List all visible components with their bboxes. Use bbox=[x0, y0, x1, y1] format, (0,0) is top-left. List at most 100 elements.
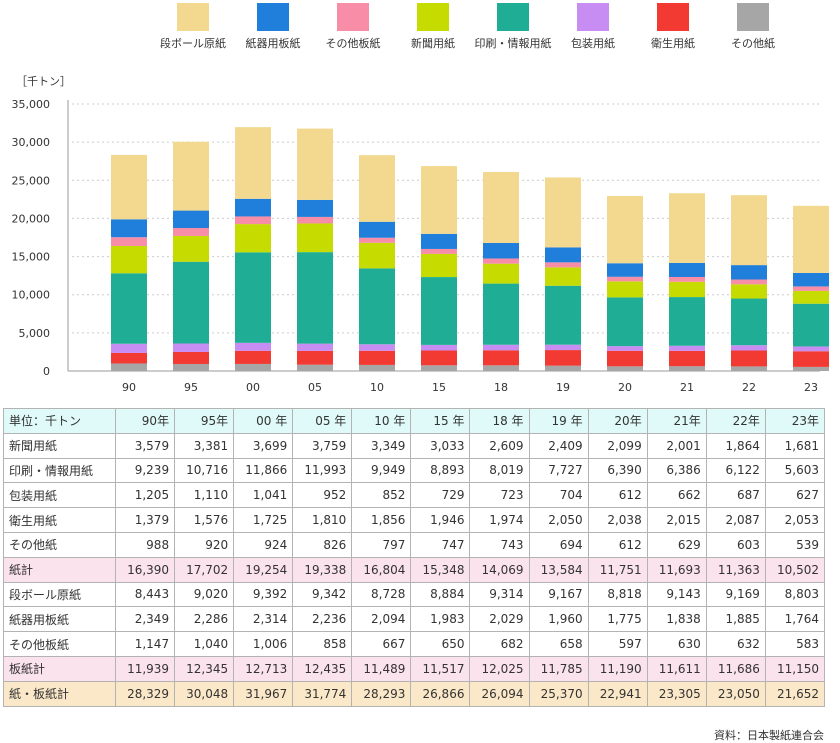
table-cell: 629 bbox=[646, 531, 707, 558]
table-cell: 597 bbox=[587, 631, 648, 657]
table-row: 新聞用紙 3,579 3,381 3,699 3,759 3,349 3,033 2,609 2… bbox=[3, 432, 826, 459]
table-cell: 9,020 bbox=[174, 581, 235, 608]
table-cell: 25,370 bbox=[528, 680, 589, 707]
bar-segment bbox=[421, 248, 457, 254]
table-cell: 11,785 bbox=[528, 655, 589, 682]
table-cell: 23,050 bbox=[705, 680, 766, 707]
table-cell: 9,239 bbox=[114, 457, 176, 484]
table-cell: 8,893 bbox=[410, 457, 471, 484]
bar-segment bbox=[731, 279, 767, 285]
table-header-row: 単位：千トン 90年 95年 00 年 05 年 10 年 15 年 18 年 19 年 20年 2… bbox=[3, 408, 826, 434]
bar-segment bbox=[421, 365, 457, 371]
table-cell: 9,169 bbox=[705, 581, 766, 608]
table-cell: 1,838 bbox=[646, 606, 707, 633]
bar-segment bbox=[359, 221, 395, 238]
x-tick-label: 22 bbox=[742, 381, 756, 394]
table-cell: 10,716 bbox=[174, 457, 235, 484]
legend-swatch bbox=[657, 3, 689, 31]
bar-segment bbox=[607, 195, 643, 264]
table-cell: 2,286 bbox=[174, 606, 235, 633]
table-cell: 2,409 bbox=[528, 432, 589, 459]
x-tick-label: 00 bbox=[246, 381, 260, 394]
legend-swatch bbox=[497, 3, 529, 31]
bar-segment bbox=[545, 344, 581, 351]
y-tick-label: 30,000 bbox=[12, 136, 51, 149]
table-cell: 11,190 bbox=[587, 655, 648, 682]
table-cell: 583 bbox=[764, 631, 826, 657]
table-cell: 2,609 bbox=[469, 432, 530, 459]
bar-segment bbox=[297, 364, 333, 371]
table-cell: 630 bbox=[646, 631, 707, 657]
y-tick-label: 5,000 bbox=[19, 327, 51, 340]
bar-segment bbox=[235, 127, 271, 199]
table-cell: 1,681 bbox=[764, 432, 826, 459]
bar-segment bbox=[731, 350, 767, 367]
bar-segment bbox=[483, 283, 519, 345]
table-cell: 19,254 bbox=[233, 556, 294, 583]
data-table: 単位：千トン 90年 95年 00 年 05 年 10 年 15 年 18 年 19 年 20年 2… bbox=[3, 408, 826, 707]
table-cell: 3,699 bbox=[233, 432, 294, 459]
row-label: 紙・板紙計 bbox=[3, 680, 116, 707]
table-cell: 11,993 bbox=[292, 457, 353, 484]
table-cell: 6,390 bbox=[587, 457, 648, 484]
table-cell: 16,804 bbox=[351, 556, 412, 583]
table-row: 紙・板紙計 28,329 30,048 31,967 31,774 28,293 26,86… bbox=[3, 680, 826, 707]
table-cell: 2,349 bbox=[114, 606, 176, 633]
table-cell: 28,329 bbox=[114, 680, 176, 707]
table-cell: 7,727 bbox=[528, 457, 589, 484]
table-cell: 920 bbox=[174, 531, 235, 558]
column-header: 00 年 bbox=[233, 408, 294, 434]
table-cell: 11,693 bbox=[646, 556, 707, 583]
bar-segment bbox=[173, 210, 209, 229]
bar-segment bbox=[173, 343, 209, 352]
table-cell: 14,069 bbox=[469, 556, 530, 583]
table-cell: 8,443 bbox=[114, 581, 176, 608]
table-cell: 8,803 bbox=[764, 581, 826, 608]
table-cell: 26,094 bbox=[469, 680, 530, 707]
x-tick-label: 20 bbox=[618, 381, 632, 394]
column-header: 18 年 bbox=[469, 408, 530, 434]
table-cell: 8,884 bbox=[410, 581, 471, 608]
table-unit-label: 単位：千トン bbox=[3, 408, 116, 434]
bar-segment bbox=[669, 276, 705, 282]
table-cell: 11,939 bbox=[114, 655, 176, 682]
table-cell: 682 bbox=[469, 631, 530, 657]
legend-swatch bbox=[337, 3, 369, 31]
bar-segment bbox=[793, 303, 829, 347]
table-cell: 662 bbox=[646, 482, 707, 509]
table-cell: 826 bbox=[292, 531, 353, 558]
bar-segment bbox=[545, 365, 581, 371]
table-row: 包装用紙 1,205 1,110 1,041 952 852 729 723 704 612 662… bbox=[3, 482, 826, 509]
bar-segment bbox=[111, 363, 147, 371]
table-cell: 8,728 bbox=[351, 581, 412, 608]
bar-segment bbox=[421, 277, 457, 345]
table-cell: 11,751 bbox=[587, 556, 648, 583]
bar-segment bbox=[111, 154, 147, 220]
table-cell: 1,006 bbox=[233, 631, 294, 657]
table-row: 紙計 16,390 17,702 19,254 19,338 16,804 15,348 14… bbox=[3, 556, 826, 583]
bar-segment bbox=[483, 263, 519, 284]
table-cell: 9,342 bbox=[292, 581, 353, 608]
table-cell: 603 bbox=[705, 531, 766, 558]
legend-label: その他板紙 bbox=[326, 36, 381, 50]
table-cell: 9,143 bbox=[646, 581, 707, 608]
table-cell: 687 bbox=[705, 482, 766, 509]
column-header: 20年 bbox=[587, 408, 648, 434]
x-tick-label: 21 bbox=[680, 381, 694, 394]
column-header: 05 年 bbox=[292, 408, 353, 434]
bar-segment bbox=[669, 350, 705, 367]
bar-segment bbox=[359, 364, 395, 371]
table-cell: 8,019 bbox=[469, 457, 530, 484]
legend-label: その他紙 bbox=[731, 36, 775, 50]
bar-segment bbox=[235, 252, 271, 343]
table-cell: 858 bbox=[292, 631, 353, 657]
table-cell: 2,029 bbox=[469, 606, 530, 633]
table-cell: 1,983 bbox=[410, 606, 471, 633]
bar-segment bbox=[297, 343, 333, 351]
bar-segment bbox=[669, 281, 705, 298]
column-header: 90年 bbox=[114, 408, 176, 434]
table-cell: 1,764 bbox=[764, 606, 826, 633]
bar-segment bbox=[731, 265, 767, 280]
bar-segment bbox=[545, 177, 581, 248]
table-row: 紙器用板紙 2,349 2,286 2,314 2,236 2,094 1,983 2,029… bbox=[3, 606, 826, 633]
